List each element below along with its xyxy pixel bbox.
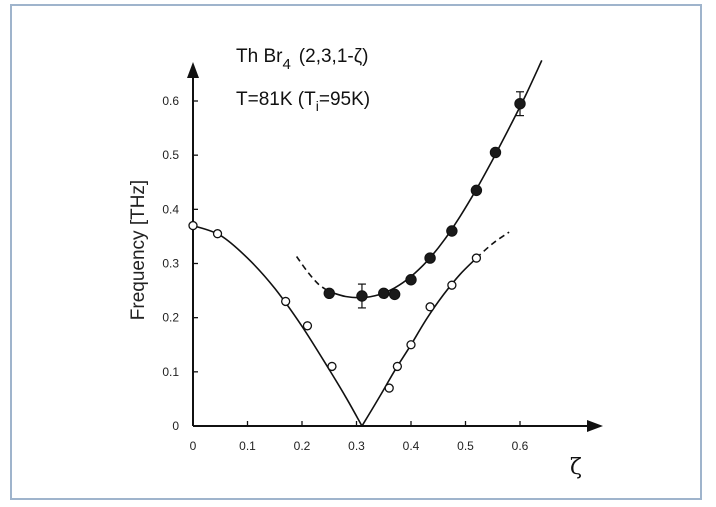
x-tick-label: 0: [190, 439, 197, 453]
y-axis-arrow: [187, 62, 199, 78]
x-tick-label: 0.2: [294, 439, 311, 453]
y-tick-label: 0.3: [162, 257, 179, 271]
solid-fit-curve: [192, 224, 363, 427]
filled-circle-point: [356, 290, 368, 302]
x-tick-label: 0.5: [457, 439, 474, 453]
y-tick-label: 0.2: [162, 311, 179, 325]
y-tick-label: 0.5: [162, 148, 179, 162]
solid-fit-curve: [361, 257, 477, 427]
chart-title-line1: Th Br4 (2,3,1-ζ): [236, 46, 368, 73]
title-transition-temperature: =95K): [319, 89, 370, 110]
title-compound: Th Br: [236, 46, 283, 67]
filled-circle-point: [446, 225, 458, 237]
open-circle-point: [327, 361, 337, 372]
figure-frame: [10, 4, 702, 500]
filled-circle-point: [388, 288, 401, 301]
open-circle-point: [302, 321, 313, 331]
data-points: [188, 91, 526, 393]
open-circle-point: [188, 220, 198, 231]
filled-circle-point: [489, 146, 502, 159]
title-wavevector: (2,3,1-ζ): [299, 46, 369, 67]
title-subscript-4: 4: [282, 56, 290, 73]
x-axis-arrow: [587, 420, 603, 432]
open-circle-point: [280, 296, 291, 307]
open-circle-point: [447, 280, 457, 290]
open-circle-point: [406, 340, 416, 350]
y-tick-label: 0: [172, 419, 179, 433]
y-tick-label: 0.4: [162, 202, 179, 216]
x-tick-label: 0.1: [239, 439, 256, 453]
x-axis-label: ζ: [570, 455, 582, 480]
dashed-fit-curve: [295, 256, 330, 293]
chart-title-line2: T=81K (Ti=95K): [236, 89, 370, 114]
x-tick-label: 0.3: [348, 439, 365, 453]
y-axis-label: Frequency [THz]: [128, 180, 149, 320]
filled-circle-point: [470, 184, 483, 197]
filled-circle-point: [323, 287, 335, 299]
title-subscript-i: i: [316, 98, 319, 114]
open-circle-point: [392, 361, 403, 372]
filled-circle-point: [405, 274, 417, 286]
open-circle-point: [212, 229, 223, 239]
title-temperature: T=81K (T: [236, 89, 316, 110]
dashed-fit-curve: [475, 231, 510, 259]
open-circle-point: [425, 302, 435, 312]
filled-circle-point: [424, 252, 436, 264]
x-tick-label: 0.4: [403, 439, 420, 453]
open-circle-point: [384, 383, 394, 393]
y-tick-label: 0.1: [162, 365, 179, 379]
x-tick-label: 0.6: [512, 439, 529, 453]
filled-circle-point: [378, 287, 390, 299]
filled-circle-point: [514, 98, 526, 110]
open-circle-point: [471, 253, 482, 263]
fit-curves: [192, 60, 543, 427]
y-tick-label: 0.6: [162, 94, 179, 108]
axes: 0 0.1 0.2 0.3 0.4 0.5 0.6 0 0.1 0.2 0.3 0.4 0.5 0.6: [162, 62, 603, 453]
